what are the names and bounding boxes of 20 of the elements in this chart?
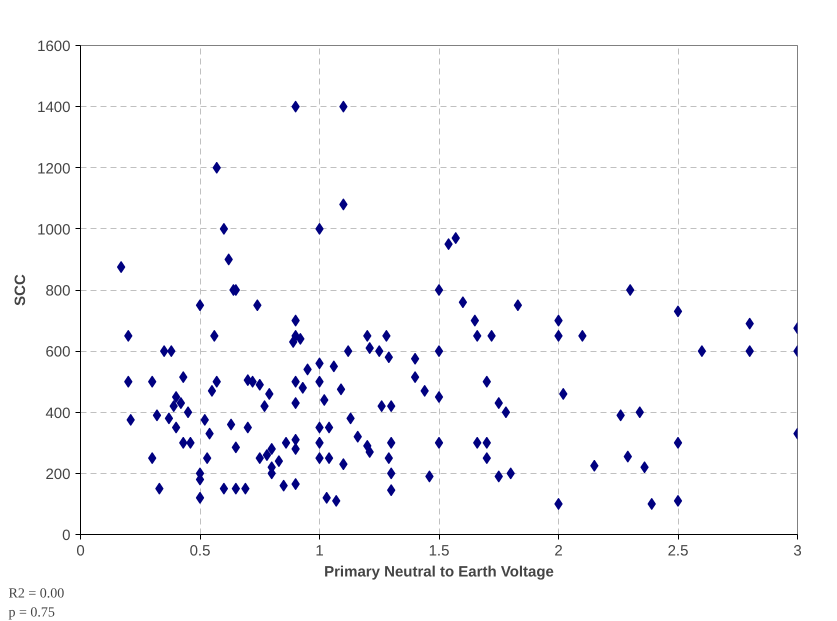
text: p = 0.75: [8, 606, 55, 620]
y-axis-title: SCC: [12, 274, 30, 306]
x-tick-label: 2.5: [668, 542, 688, 560]
y-tick-label: 200: [45, 466, 71, 483]
y-tick-label: 800: [45, 282, 71, 300]
x-tick-label: 0.5: [190, 542, 210, 560]
y-tick-label: 0: [62, 527, 70, 544]
x-tick-label: 3: [793, 542, 802, 560]
x-tick-label: 1: [315, 542, 324, 560]
y-tick-label: 1200: [37, 160, 71, 178]
x-tick-label: 2: [554, 542, 563, 560]
text: R2 = 0.00: [8, 586, 64, 602]
x-axis-title: Primary Neutral to Earth Voltage: [324, 564, 554, 580]
y-tick-label: 1600: [37, 38, 71, 55]
x-tick-label: 0: [76, 542, 85, 560]
y-tick-label: 600: [45, 344, 71, 361]
y-tick-label: 1000: [37, 221, 71, 238]
x-tick-label: 1.5: [428, 542, 450, 560]
y-tick-label: 400: [45, 404, 71, 422]
y-tick-label: 1400: [37, 99, 71, 116]
